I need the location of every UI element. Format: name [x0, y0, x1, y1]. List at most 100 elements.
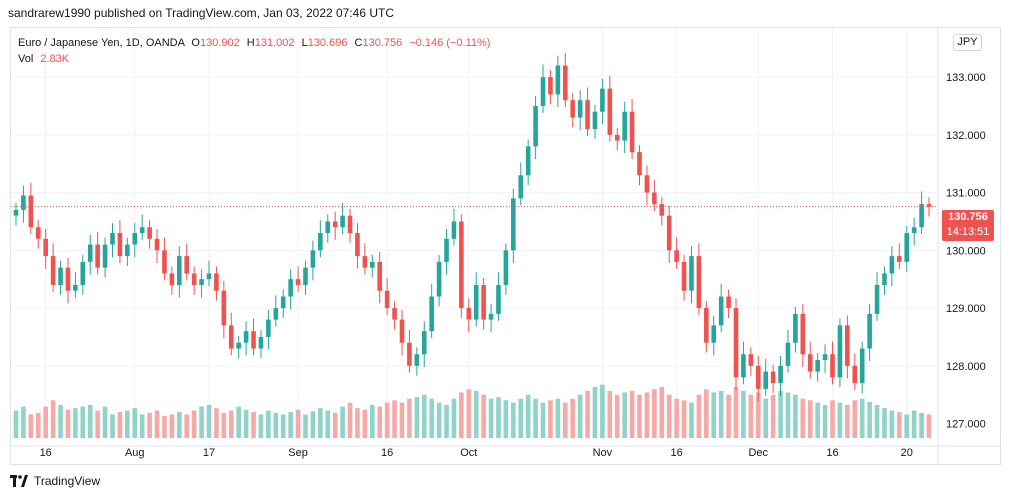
volume-bar: [80, 406, 86, 438]
candle-body: [926, 204, 932, 207]
candle-body: [889, 256, 895, 274]
volume-bar: [711, 392, 717, 438]
volume-bar: [785, 392, 791, 438]
volume-bar: [755, 392, 761, 438]
volume-bar: [295, 409, 301, 438]
candle-body: [600, 88, 605, 112]
volume-bar: [867, 401, 872, 438]
volume-bar: [132, 408, 138, 438]
last-price-tag: 130.756 14:13:51: [942, 210, 994, 241]
candle-body: [147, 227, 152, 239]
candle-body: [919, 204, 924, 228]
candle-body: [169, 273, 175, 285]
candle-body: [911, 227, 917, 233]
candle-body: [21, 195, 26, 210]
volume-bar: [718, 390, 724, 438]
currency-badge[interactable]: JPY: [953, 34, 982, 51]
x-tick-label: Oct: [460, 447, 477, 459]
volume-bar: [169, 414, 175, 438]
candle-body: [251, 331, 256, 349]
candle-body: [770, 371, 776, 384]
candle-body: [622, 111, 627, 141]
legend-change: −0.146 (−0.11%): [409, 37, 491, 49]
chart-legend: Euro / Japanese Yen, 1D, OANDA O130.902 …: [18, 36, 490, 67]
volume-bar: [288, 412, 293, 438]
candle-body: [718, 296, 724, 326]
candle-body: [904, 233, 910, 262]
volume-bar: [162, 416, 167, 438]
volume-bar: [859, 398, 865, 438]
volume-bar: [548, 400, 553, 438]
candle-body: [407, 342, 412, 366]
volume-bar: [184, 414, 190, 438]
legend-symbol[interactable]: Euro / Japanese Yen, 1D, OANDA: [18, 37, 185, 49]
footer-brand[interactable]: TradingView: [10, 474, 100, 488]
volume-bar: [466, 389, 472, 438]
candle-body: [755, 365, 761, 389]
candle-body: [525, 146, 531, 176]
candle-body: [555, 65, 561, 95]
volume-bar: [58, 405, 63, 438]
candle-body: [80, 261, 86, 285]
y-tick-label: 128.000: [946, 361, 986, 373]
volume-bar: [199, 406, 204, 438]
volume-bar: [525, 394, 531, 438]
candle-body: [785, 342, 791, 366]
candle-body: [585, 100, 590, 130]
volume-bar: [369, 405, 375, 438]
x-tick-label: Aug: [125, 447, 145, 459]
candle-body: [533, 105, 538, 147]
volume-bar: [659, 386, 665, 438]
candle-body: [310, 250, 316, 268]
volume-bar: [251, 412, 256, 438]
volume-bar: [852, 400, 858, 438]
volume-bar: [503, 400, 509, 438]
volume-bar: [562, 402, 568, 438]
volume-bar: [733, 386, 739, 438]
volume-bar: [429, 398, 434, 438]
candle-body: [518, 175, 524, 199]
legend-volume-value: 2.83K: [40, 53, 70, 65]
volume-bar: [585, 390, 590, 438]
volume-bar: [414, 397, 420, 438]
volume-bar: [577, 394, 583, 438]
candle-body: [214, 273, 219, 291]
last-price-value: 130.756: [948, 211, 988, 223]
x-tick-label: 16: [671, 447, 683, 459]
volume-bar: [35, 412, 41, 438]
volume-bar: [845, 405, 850, 438]
candle-body: [778, 365, 783, 384]
candle-body: [43, 238, 48, 257]
candle-body: [340, 215, 345, 228]
candle-body: [815, 360, 820, 372]
legend-high-label: H: [246, 37, 255, 49]
candle-body: [882, 273, 887, 285]
candle-body: [466, 308, 472, 320]
volume-bar: [607, 390, 613, 438]
y-tick-label: 130.000: [946, 245, 986, 257]
volume-bar: [258, 414, 264, 438]
candle-body: [473, 284, 479, 320]
candle-body: [800, 313, 806, 355]
candle-body: [28, 195, 34, 228]
candle-body: [496, 284, 501, 314]
volume-bar: [102, 406, 108, 438]
volume-bar: [874, 405, 880, 438]
candle-body: [355, 233, 360, 257]
volume-bar: [652, 389, 657, 438]
volume-bar: [236, 406, 241, 438]
chart-frame[interactable]: [10, 27, 1001, 465]
candle-body: [852, 365, 858, 384]
volume-bar: [421, 394, 427, 438]
volume-bar: [600, 384, 605, 438]
volume-bar: [696, 394, 702, 438]
candle-body: [614, 134, 620, 141]
candle-body: [273, 308, 279, 320]
candle-body: [176, 256, 182, 285]
candle-body: [548, 77, 553, 95]
volume-bar: [488, 398, 494, 438]
candle-body: [837, 325, 843, 378]
volume-bar: [206, 405, 212, 438]
candle-body: [704, 308, 709, 343]
